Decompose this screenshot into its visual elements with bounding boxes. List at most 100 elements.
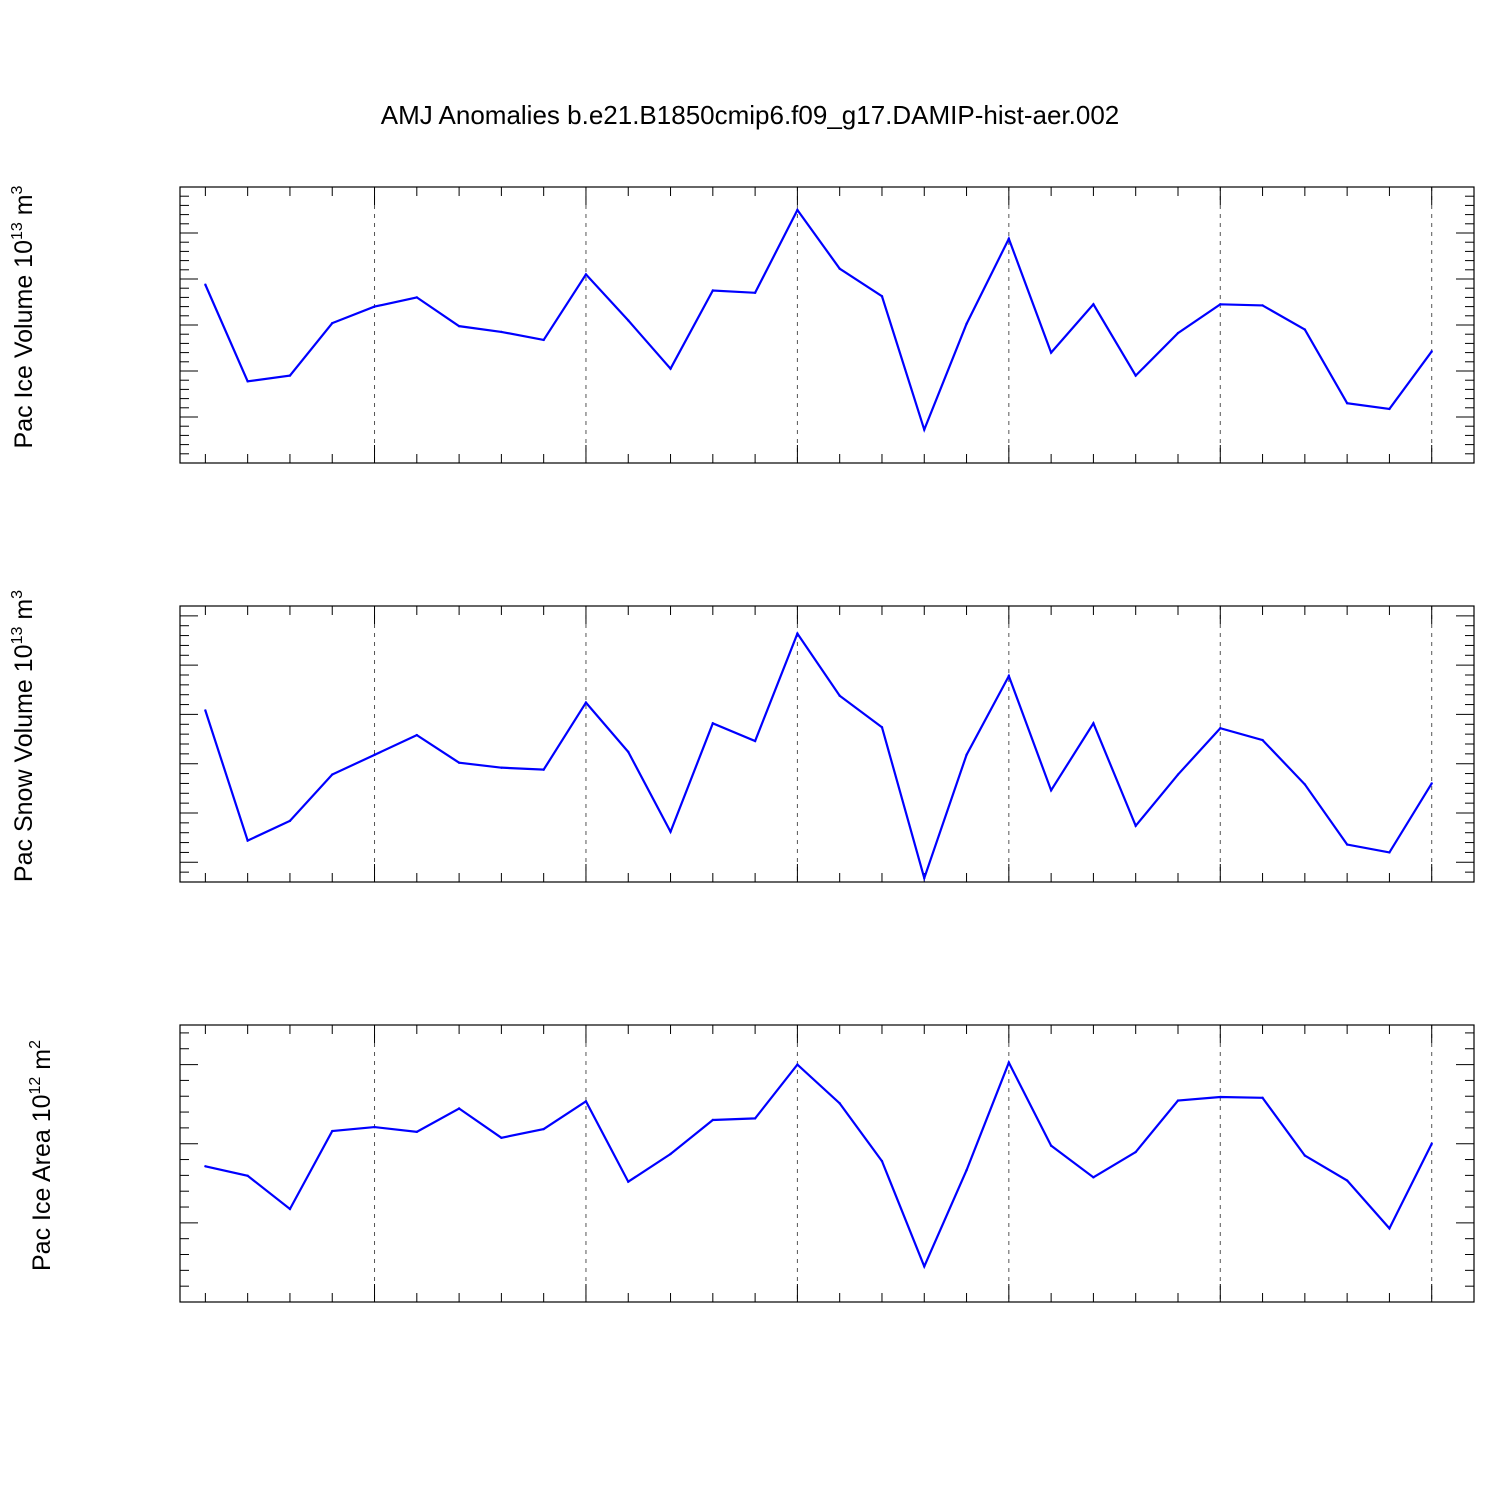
data-point-1996 [1261, 738, 1264, 742]
data-point-1999 [1388, 407, 1391, 411]
data-point-1986 [838, 267, 841, 270]
data-point-1986 [838, 1102, 841, 1105]
data-point-1987 [880, 726, 884, 729]
data-point-1979 [542, 768, 545, 771]
data-point-1981 [627, 1180, 630, 1183]
plot-frame [179, 1024, 1475, 1303]
data-point-1973 [288, 1207, 292, 1211]
data-point-1982 [669, 1152, 672, 1156]
figure-title: AMJ Anomalies b.e21.B1850cmip6.f09_g17.D… [381, 100, 1120, 130]
data-point-1986 [838, 694, 841, 697]
data-point-1988 [923, 428, 926, 431]
data-point-1993 [1134, 824, 1137, 828]
data-point-1984 [753, 291, 757, 294]
data-point-1980 [584, 1100, 588, 1103]
data-point-1990 [1007, 237, 1011, 240]
data-point-1971 [204, 1165, 207, 1168]
data-point-1985 [796, 1063, 799, 1066]
data-point-1977 [457, 1107, 461, 1110]
data-point-1980 [584, 273, 588, 276]
data-point-1994 [1176, 773, 1180, 776]
data-point-1992 [1092, 1176, 1095, 1179]
data-point-1992 [1092, 722, 1095, 725]
data-point-1971 [204, 283, 207, 286]
data-point-1989 [965, 322, 968, 326]
y-axis-label: Pac Ice Area 1012 m2 [27, 1040, 56, 1271]
data-point-1985 [796, 208, 799, 212]
data-point-1973 [288, 374, 292, 377]
data-point-1980 [584, 701, 588, 704]
data-point-1983 [711, 722, 715, 725]
data-point-2000 [1430, 1142, 1433, 1145]
panel-1: Pac Ice Volume 1013 m3 [9, 185, 1475, 464]
y-axis-label-sup1: 13 [9, 627, 26, 645]
data-point-1972 [246, 1174, 249, 1177]
data-point-1998 [1345, 402, 1349, 405]
y-axis-label-sup2: 3 [9, 185, 26, 194]
y-axis-label-main: Pac Snow Volume 10 [10, 644, 38, 882]
data-point-1976 [415, 296, 419, 299]
data-point-1971 [204, 709, 207, 712]
data-point-1988 [923, 1265, 926, 1268]
data-point-1995 [1219, 303, 1222, 306]
data-point-1972 [246, 839, 249, 842]
series-line-pac-ice-volume [204, 207, 1433, 433]
data-point-1978 [500, 330, 503, 334]
data-point-2000 [1430, 350, 1433, 353]
data-point-1999 [1388, 851, 1391, 854]
series-line-pac-snow-volume [204, 631, 1433, 882]
panel-3: Pac Ice Area 1012 m2 [27, 1024, 1475, 1303]
data-point-1999 [1388, 1227, 1391, 1230]
data-point-1987 [880, 295, 884, 298]
data-point-1995 [1219, 727, 1222, 730]
y-axis-label-sup1: 13 [9, 222, 26, 240]
data-point-1993 [1134, 1150, 1137, 1154]
data-point-1998 [1345, 843, 1349, 846]
data-point-1993 [1134, 374, 1137, 377]
data-point-1975 [373, 753, 376, 757]
data-point-1985 [796, 632, 799, 635]
data-point-1982 [669, 367, 672, 370]
data-point-1984 [753, 739, 757, 743]
series-line-pac-ice-area [205, 1059, 1433, 1270]
y-axis-label-main: Pac Ice Volume 10 [10, 240, 38, 448]
data-point-2000 [1430, 782, 1433, 785]
data-point-1987 [880, 1159, 884, 1163]
data-point-1989 [965, 1169, 968, 1172]
data-point-1991 [1049, 351, 1053, 354]
data-point-1994 [1176, 1099, 1180, 1102]
data-point-1997 [1303, 783, 1307, 786]
data-point-1990 [1007, 1061, 1011, 1064]
data-point-1995 [1219, 1095, 1222, 1099]
y-axis-label-mid: m [28, 1049, 56, 1077]
data-point-1996 [1261, 304, 1264, 307]
data-point-1975 [373, 1125, 376, 1129]
data-point-1990 [1007, 674, 1011, 678]
data-point-1974 [331, 321, 334, 325]
data-point-1983 [711, 289, 715, 292]
panel-2: Pac Snow Volume 1013 m3 [9, 590, 1475, 883]
data-point-1991 [1049, 1144, 1053, 1147]
data-point-1998 [1345, 1179, 1349, 1182]
data-point-1979 [542, 1127, 545, 1131]
data-point-1977 [457, 324, 461, 328]
data-point-1978 [500, 766, 503, 769]
data-point-1976 [415, 733, 419, 737]
y-axis-label-sup1: 12 [27, 1077, 44, 1095]
data-point-1988 [923, 876, 926, 880]
data-point-1974 [331, 1129, 334, 1133]
data-point-1981 [627, 750, 630, 754]
data-point-1989 [965, 753, 968, 757]
y-axis-label: Pac Snow Volume 1013 m3 [9, 590, 38, 882]
data-point-1996 [1261, 1096, 1264, 1100]
data-point-1981 [627, 319, 630, 322]
data-point-1975 [373, 305, 376, 308]
data-point-1984 [753, 1117, 757, 1120]
data-point-1979 [542, 338, 545, 342]
data-point-1982 [669, 830, 672, 833]
data-point-1976 [415, 1130, 419, 1134]
y-axis-label-main: Pac Ice Area 10 [28, 1094, 56, 1271]
